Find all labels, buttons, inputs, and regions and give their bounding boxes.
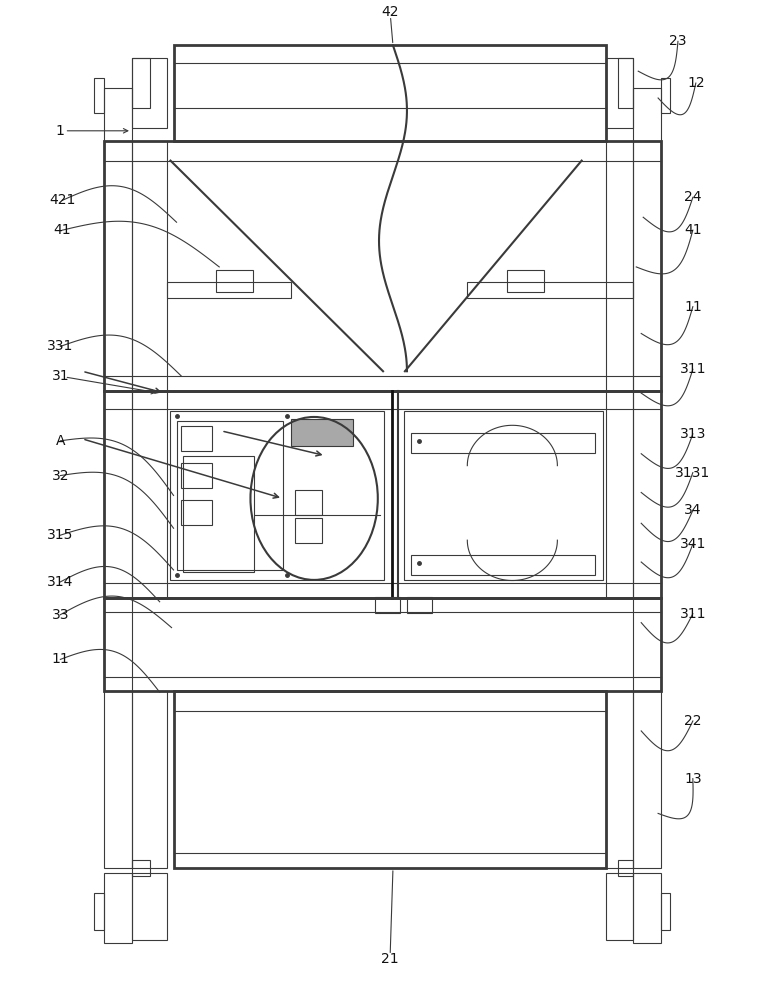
Text: 31: 31 — [52, 369, 69, 383]
Bar — [104, 88, 132, 141]
Bar — [94, 893, 104, 930]
Bar — [104, 691, 132, 868]
Bar — [607, 391, 633, 598]
Bar — [607, 873, 633, 940]
Bar — [633, 873, 661, 943]
Bar — [633, 691, 661, 868]
Bar — [468, 282, 633, 298]
Text: 22: 22 — [684, 714, 701, 728]
Bar — [177, 421, 283, 570]
Bar — [607, 58, 633, 128]
Bar — [404, 411, 603, 580]
Bar — [619, 860, 633, 876]
Bar — [170, 411, 384, 580]
Bar — [411, 433, 595, 453]
Bar — [132, 860, 149, 876]
Bar — [217, 270, 253, 292]
Text: 21: 21 — [381, 952, 399, 966]
Bar — [181, 426, 212, 451]
Bar — [661, 78, 670, 113]
Bar — [183, 456, 254, 572]
Bar — [104, 141, 132, 691]
Bar — [132, 141, 167, 391]
Text: 3131: 3131 — [675, 466, 711, 480]
Bar — [167, 282, 291, 298]
Text: 33: 33 — [52, 608, 69, 622]
Bar — [619, 58, 633, 108]
Bar — [132, 58, 149, 108]
Text: 311: 311 — [680, 607, 706, 621]
Text: 11: 11 — [684, 300, 701, 314]
Bar — [104, 141, 661, 391]
Bar — [291, 419, 353, 446]
Bar — [132, 691, 167, 868]
Text: A: A — [56, 434, 65, 448]
Bar — [132, 58, 167, 128]
Bar — [174, 691, 607, 868]
Bar — [132, 391, 167, 598]
Bar — [407, 597, 432, 613]
Text: 42: 42 — [382, 5, 399, 19]
Text: 34: 34 — [684, 503, 701, 517]
Text: 421: 421 — [49, 193, 76, 207]
Text: 331: 331 — [47, 339, 74, 353]
Text: 32: 32 — [52, 469, 69, 483]
Bar — [375, 597, 400, 613]
Bar — [181, 500, 212, 525]
Text: 313: 313 — [680, 427, 706, 441]
Bar — [104, 391, 661, 598]
Bar — [295, 518, 322, 543]
Bar — [132, 873, 167, 940]
Bar — [174, 45, 607, 141]
Bar — [633, 141, 661, 691]
Bar — [295, 490, 322, 515]
Text: 11: 11 — [52, 652, 70, 666]
Text: 311: 311 — [680, 362, 706, 376]
Bar — [607, 141, 633, 391]
Bar — [181, 463, 212, 488]
Bar — [508, 270, 544, 292]
Text: 315: 315 — [47, 528, 74, 542]
Text: 24: 24 — [684, 190, 701, 204]
Text: 41: 41 — [684, 223, 701, 237]
Bar — [661, 893, 670, 930]
Text: 12: 12 — [687, 76, 705, 90]
Bar — [633, 88, 661, 141]
Bar — [94, 78, 104, 113]
Text: 314: 314 — [47, 575, 74, 589]
Text: 341: 341 — [680, 537, 706, 551]
Bar — [104, 598, 661, 691]
Bar — [104, 873, 132, 943]
Text: 1: 1 — [56, 124, 65, 138]
Bar — [607, 691, 633, 868]
Text: 13: 13 — [684, 772, 701, 786]
Bar — [411, 555, 595, 575]
Text: 41: 41 — [53, 223, 71, 237]
Text: 23: 23 — [669, 34, 687, 48]
